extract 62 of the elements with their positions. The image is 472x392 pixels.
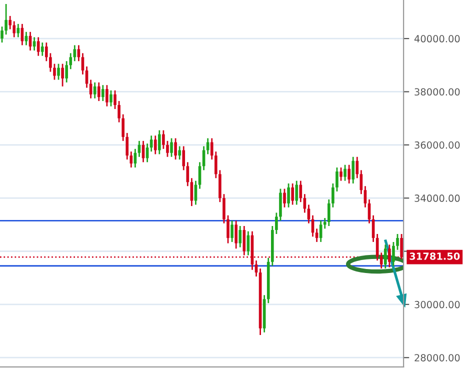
candlestick xyxy=(170,138,173,158)
candlestick xyxy=(65,60,68,84)
candlestick xyxy=(295,180,298,206)
candlestick xyxy=(226,214,230,244)
candlestick xyxy=(238,225,242,248)
candlestick xyxy=(81,52,84,76)
candlestick xyxy=(234,220,238,250)
candlestick xyxy=(356,156,359,179)
candlestick xyxy=(36,36,40,57)
y-tick-label: 28000.00 xyxy=(414,354,460,362)
candlestick xyxy=(388,244,391,268)
candlestick xyxy=(49,52,52,72)
candlestick xyxy=(114,90,116,110)
y-tick-label: 36000.00 xyxy=(414,141,460,149)
candlestick xyxy=(279,188,282,222)
candlestick xyxy=(16,23,20,38)
candlestick xyxy=(222,193,226,224)
candlestick xyxy=(396,233,399,251)
candlestick xyxy=(162,130,165,150)
candlestick xyxy=(299,180,302,203)
candlestick xyxy=(230,220,234,243)
candlestick xyxy=(319,220,322,243)
candlestick xyxy=(4,3,8,36)
candlestick xyxy=(85,66,88,88)
candlestick xyxy=(118,100,120,123)
candlestick xyxy=(166,140,169,158)
candlestick xyxy=(44,42,48,62)
candlestick xyxy=(32,36,36,52)
y-tick-label: 34000.00 xyxy=(414,194,460,202)
candlestick xyxy=(110,90,112,108)
candlestick xyxy=(283,188,286,208)
candlestick xyxy=(174,138,177,160)
candlestick xyxy=(287,182,290,208)
candlestick xyxy=(348,164,350,184)
candlestick xyxy=(61,63,64,88)
candlestick xyxy=(384,244,387,270)
candlestick xyxy=(101,84,104,102)
candlestick xyxy=(154,134,157,155)
y-tick-label: 40000.00 xyxy=(414,35,460,42)
candlestick xyxy=(106,84,108,108)
candlestick xyxy=(380,252,383,270)
candlestick xyxy=(53,63,56,80)
candlestick xyxy=(315,228,318,243)
candlestick xyxy=(344,164,346,182)
y-tick-label: 38000.00 xyxy=(414,88,460,96)
candlestick xyxy=(198,161,202,190)
candlestick xyxy=(340,166,342,182)
candlestick xyxy=(307,204,310,224)
candlestick xyxy=(392,241,395,267)
ref-line-label: 31781.50 xyxy=(410,252,460,260)
candlestick xyxy=(352,156,355,184)
candlestick xyxy=(8,15,12,30)
candlestick xyxy=(158,130,161,155)
candlestick xyxy=(178,146,181,160)
candlestick xyxy=(364,185,367,208)
candlestick xyxy=(291,182,294,206)
candlestick xyxy=(57,63,60,80)
candlestick xyxy=(336,166,338,192)
candlestick xyxy=(40,42,44,57)
candlestick xyxy=(97,82,100,102)
candlestick xyxy=(0,26,4,44)
y-tick-label: 30000.00 xyxy=(414,300,460,308)
